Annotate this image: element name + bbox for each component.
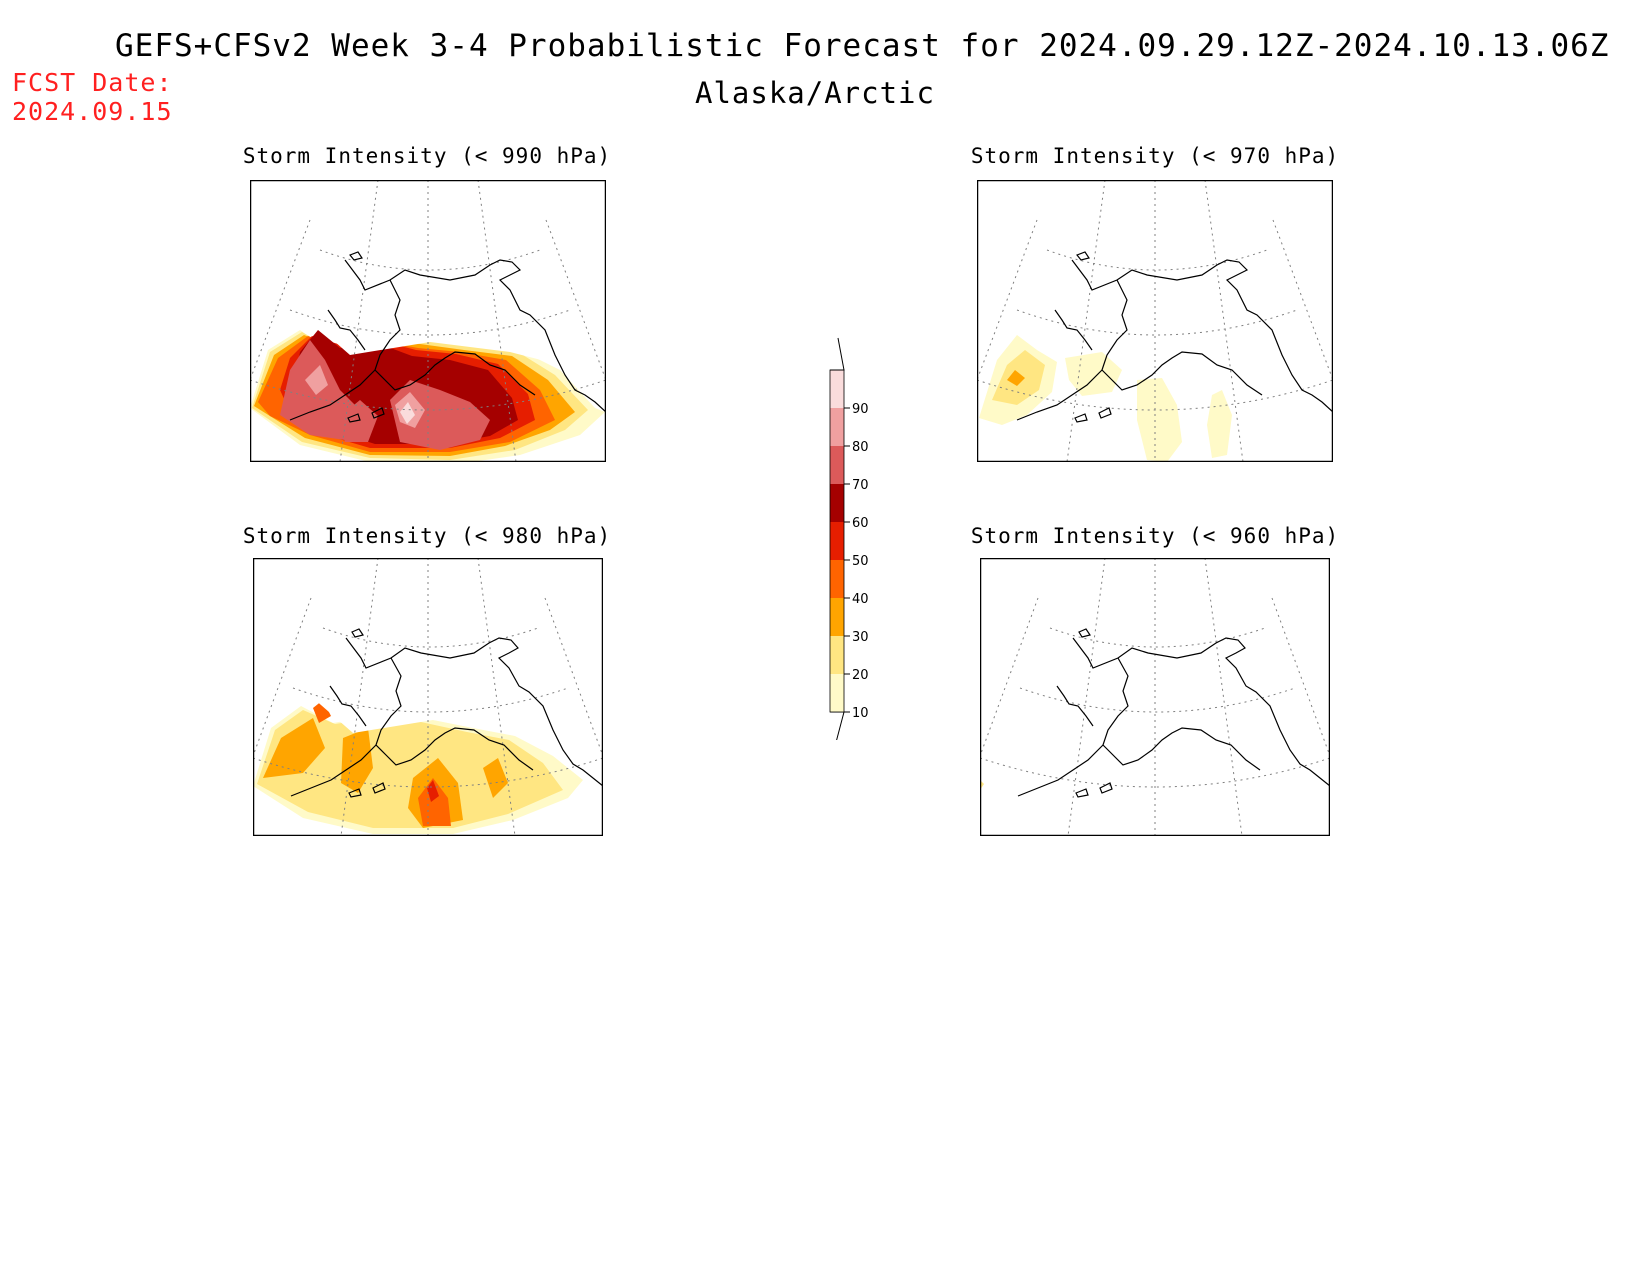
map-panel-970 (977, 180, 1333, 462)
colorbar-band-50 (830, 522, 844, 560)
probability-colorbar: 10 20 30 40 50 60 70 80 90 (829, 337, 869, 740)
prob-field-30-a (263, 718, 325, 778)
prob-field-30-b (341, 728, 373, 793)
colorbar-label-90: 90 (852, 402, 869, 417)
colorbar-band-60 (830, 484, 844, 522)
colorbar-band-20 (830, 636, 844, 674)
colorbar-band-70 (830, 446, 844, 484)
colorbar-bottom-tip (830, 711, 845, 740)
map-panel-980 (253, 558, 603, 836)
prob-field-90 (400, 402, 415, 424)
colorbar-label-10: 10 (852, 706, 869, 721)
forecast-date-block: FCST Date: 2024.09.15 (12, 68, 173, 126)
prob-field-30-west (1007, 370, 1025, 386)
prob-field-40-a (418, 778, 451, 826)
colorbar-label-20: 20 (852, 668, 869, 683)
prob-field-20 (257, 710, 563, 828)
colorbar-band-90 (830, 370, 844, 408)
prob-field-40-b (313, 700, 331, 723)
colorbar-frame (829, 369, 845, 713)
colorbar-label-30: 30 (852, 630, 869, 645)
figure-title: GEFS+CFSv2 Week 3-4 Probabilistic Foreca… (115, 28, 1610, 64)
prob-field-10-gulf (1137, 378, 1182, 462)
prob-field-50 (427, 780, 439, 802)
panel-title-970: Storm Intensity (< 970 hPa) (970, 144, 1340, 168)
colorbar-top-tip (830, 337, 845, 371)
fcst-date-label: FCST Date: (12, 68, 173, 97)
prob-field-70-b (390, 380, 490, 450)
panel-title-960: Storm Intensity (< 960 hPa) (970, 524, 1340, 548)
prob-field-80-b (305, 365, 328, 395)
colorbar-label-60: 60 (852, 516, 869, 531)
colorbar-band-10 (830, 674, 844, 712)
colorbar-label-40: 40 (852, 592, 869, 607)
fcst-date-value: 2024.09.15 (12, 97, 173, 126)
colorbar-band-80 (830, 408, 844, 446)
colorbar-label-50: 50 (852, 554, 869, 569)
colorbar-label-80: 80 (852, 440, 869, 455)
prob-field-10-east (1207, 390, 1232, 458)
panel-title-980: Storm Intensity (< 980 hPa) (242, 524, 612, 548)
prob-field-30-d (483, 758, 508, 798)
colorbar-band-40 (830, 560, 844, 598)
prob-field-10-central (1065, 352, 1122, 396)
region-subtitle: Alaska/Arctic (695, 76, 935, 110)
map-panel-990 (250, 180, 606, 462)
colorbar-band-30 (830, 598, 844, 636)
panel-title-990: Storm Intensity (< 990 hPa) (242, 144, 612, 168)
colorbar-label-70: 70 (852, 478, 869, 493)
map-panel-960 (980, 558, 1330, 836)
